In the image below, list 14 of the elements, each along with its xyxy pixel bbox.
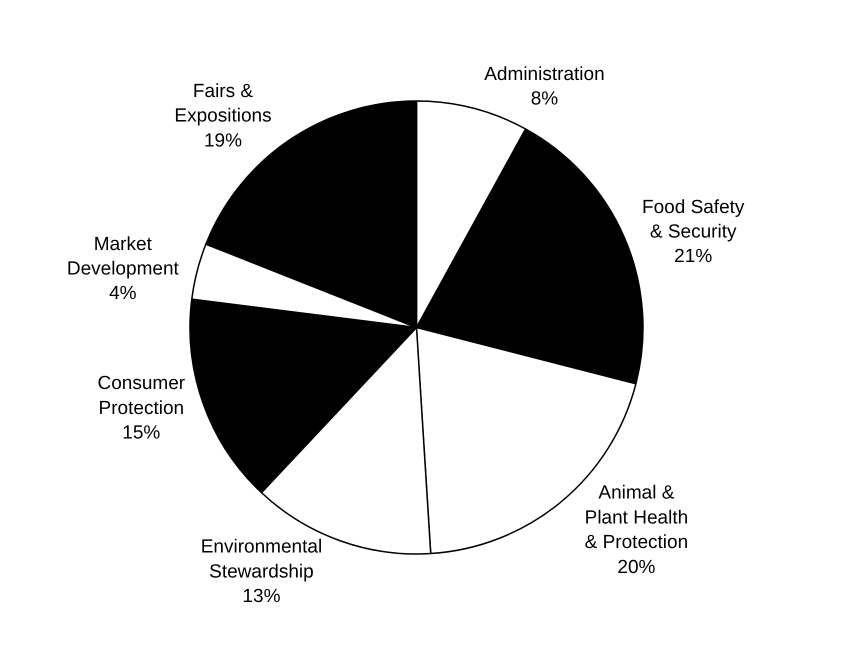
slice-label: Environmental Stewardship (200, 536, 322, 582)
data-label: 4% (109, 283, 137, 304)
data-label: 20% (617, 556, 656, 578)
data-label: 21% (674, 246, 712, 268)
slice-label: Food Safety & Security (642, 196, 745, 242)
slice-label: Market Development (66, 234, 180, 280)
slice-label: Fairs & Expositions (174, 80, 272, 127)
data-label: 15% (122, 422, 160, 444)
data-label: 19% (204, 130, 242, 152)
slice-label: Consumer Protection (97, 373, 186, 419)
slice-label: Animal & Plant Health & Protection (584, 482, 688, 554)
data-label: 13% (242, 586, 281, 607)
slice-label: Administration (484, 64, 605, 85)
data-label: 8% (530, 88, 558, 110)
